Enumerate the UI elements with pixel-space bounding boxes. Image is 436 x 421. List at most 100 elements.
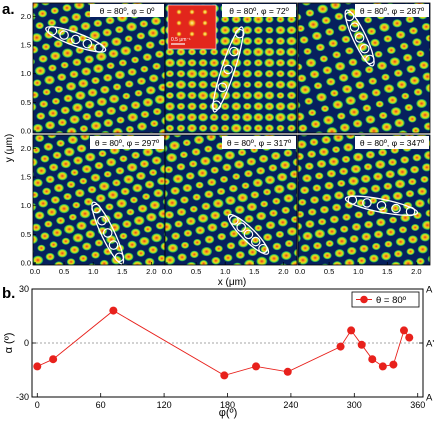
y-tick-label: -30 <box>16 392 29 402</box>
lattice-spot <box>306 150 317 159</box>
lattice-spot <box>33 102 37 112</box>
lattice-spot <box>116 116 125 124</box>
lattice-spot <box>130 100 141 110</box>
lattice-spot <box>69 114 81 125</box>
lattice-spot <box>156 176 165 186</box>
lattice-spot <box>170 186 181 196</box>
lattice-spot <box>333 190 345 200</box>
lattice-spot <box>413 88 423 97</box>
lattice-spot <box>301 173 313 183</box>
lattice-spot <box>80 21 91 31</box>
lattice-spot <box>314 131 324 133</box>
lattice-spot <box>315 92 328 102</box>
data-point <box>389 360 398 369</box>
lattice-spot <box>231 80 242 90</box>
lattice-spot <box>219 36 231 46</box>
lattice-spot <box>298 63 303 71</box>
lattice-spot <box>402 258 414 265</box>
lattice-spot <box>175 58 187 68</box>
lattice-spot <box>389 56 401 67</box>
lattice-spot <box>166 198 178 208</box>
lattice-spot <box>175 112 187 122</box>
lattice-spot <box>361 232 372 242</box>
lattice-spot <box>113 211 124 220</box>
data-point <box>283 367 292 376</box>
lattice-spot <box>316 159 327 169</box>
lattice-spot <box>231 113 241 122</box>
lattice-spot <box>203 145 213 153</box>
lattice-spot <box>136 77 147 86</box>
lattice-spot <box>122 92 131 100</box>
lattice-spot <box>72 232 84 243</box>
lattice-spot <box>158 38 165 46</box>
lattice-spot <box>59 15 70 25</box>
lattice-spot <box>253 26 264 35</box>
lattice-spot <box>56 171 68 181</box>
lattice-spot <box>195 181 204 189</box>
lattice-spot <box>299 35 309 44</box>
lattice-spot <box>123 174 135 185</box>
x-tick-label: 1.5 <box>117 267 127 276</box>
lattice-spot <box>131 260 143 265</box>
lattice-spot <box>235 250 246 260</box>
lattice-spot <box>286 112 297 122</box>
alpha-vs-phi-plot: 0 60 120 180 240 300 360 -30 0 30 A A' A θ = 80º α (… <box>3 284 434 419</box>
x-tick-label: 1.0 <box>88 267 98 276</box>
lattice-spot <box>286 226 297 237</box>
lattice-spot <box>124 35 133 43</box>
lattice-spot <box>304 162 315 171</box>
lattice-spot <box>256 256 268 265</box>
lattice-spot <box>57 118 68 127</box>
lattice-spot <box>243 169 254 178</box>
lattice-spot <box>67 135 79 145</box>
lattice-spot <box>350 164 362 174</box>
lattice-spot <box>401 92 410 100</box>
lattice-spot <box>34 66 46 76</box>
chain-circle <box>91 203 101 214</box>
lattice-spot <box>139 159 150 169</box>
lattice-spot <box>45 175 55 184</box>
chain-circle <box>82 38 93 49</box>
lattice-spot <box>283 148 293 158</box>
lattice-spot <box>332 260 343 265</box>
lattice-spot <box>307 109 317 117</box>
lattice-spot <box>365 150 376 159</box>
lattice-spot <box>125 21 138 32</box>
lattice-spot <box>272 242 282 251</box>
lattice-spot <box>414 198 426 208</box>
caption-box <box>222 136 296 149</box>
lattice-spot <box>344 3 353 5</box>
lattice-spot <box>103 170 112 178</box>
lattice-spot <box>114 70 126 80</box>
lattice-spot <box>392 18 403 28</box>
lattice-spot <box>394 118 405 128</box>
chain-circle <box>59 30 69 40</box>
lattice-spot <box>324 181 335 190</box>
lattice-spot <box>40 232 50 241</box>
subpanel-frame <box>164 2 298 134</box>
lattice-spot <box>208 58 220 68</box>
subpanel-2: θ = 80º, φ = 72º 0.5 μm⁻¹ <box>164 2 298 134</box>
chain-circle <box>391 203 401 214</box>
caption-box <box>90 4 164 17</box>
lattice-spot <box>193 238 202 246</box>
lattice-spot <box>144 257 155 265</box>
lattice-spot <box>233 159 245 170</box>
lattice-spot <box>81 164 93 174</box>
caption-box <box>222 4 296 17</box>
lattice-spot <box>332 99 344 110</box>
lattice-spot <box>206 222 218 233</box>
lattice-spot <box>51 228 63 238</box>
lattice-spot <box>262 233 273 242</box>
lattice-spot <box>358 186 369 196</box>
lattice-spot <box>309 69 320 79</box>
lattice-spot <box>396 167 409 177</box>
chain-highlight <box>344 195 419 217</box>
lattice-spot <box>253 124 264 133</box>
lattice-spot <box>412 211 423 220</box>
lattice-spot <box>328 39 339 48</box>
lattice-spot <box>152 107 162 116</box>
subpanel-caption: θ = 80º, φ = 72º <box>229 6 288 16</box>
lattice-spot <box>368 77 378 86</box>
